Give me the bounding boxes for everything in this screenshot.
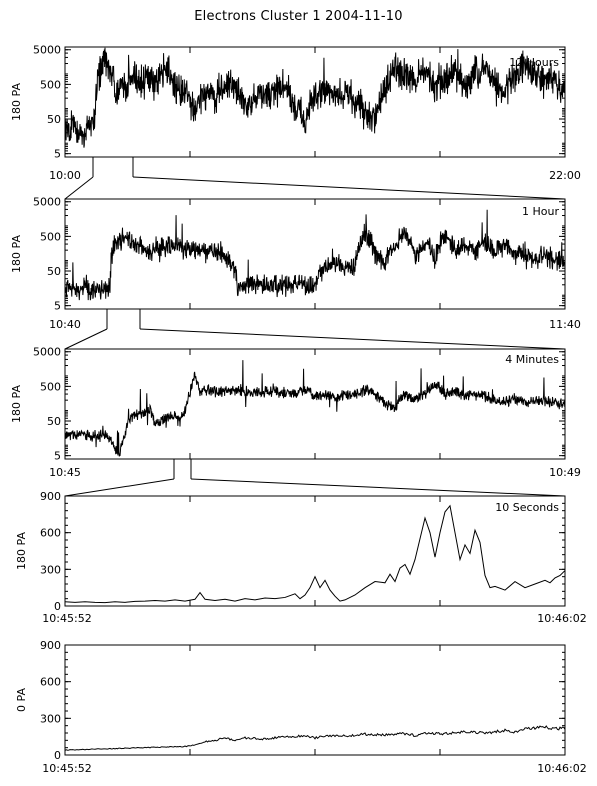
panel-label: 4 Minutes (505, 353, 559, 366)
figure-title: Electrons Cluster 1 2004-11-10 (194, 9, 403, 24)
panel-4-minutes: 4 Minutes 180 PA 10:45 10:49 5 50 500 5000 (10, 346, 581, 479)
plot-frame (64, 495, 566, 607)
x-tick-label-start: 10:40 (49, 318, 81, 331)
y-tick-label: 5000 (33, 44, 61, 57)
y-axis-label: 180 PA (10, 235, 23, 273)
zoom-connector (64, 328, 108, 350)
y-tick-label: 50 (47, 113, 61, 126)
y-tick-label: 5000 (33, 346, 61, 359)
panel-10-seconds: 10 Seconds 180 PA 10:45:52 10:46:02 0 300… (15, 490, 587, 625)
x-tick-label-start: 10:45:52 (42, 612, 91, 625)
x-tick-label-end: 11:40 (549, 318, 581, 331)
x-ticks (189, 47, 441, 157)
y-tick-label: 500 (40, 380, 61, 393)
y-tick-label: 5 (54, 148, 61, 161)
series-line (64, 47, 566, 148)
panel-label: 1 Hour (522, 205, 559, 218)
y-tick-label: 900 (40, 490, 61, 503)
series-line (64, 209, 566, 301)
x-tick-label-end: 10:46:02 (537, 762, 586, 775)
x-ticks (189, 496, 441, 606)
y-tick-label: 5000 (33, 196, 61, 209)
y-ticks: 0 300 600 900 (40, 639, 565, 762)
x-tick-label-end: 10:49 (549, 466, 581, 479)
panel-0-pa: 0 PA 10:45:52 10:46:02 0 300 600 900 (15, 639, 587, 775)
x-tick-label-end: 22:00 (549, 169, 581, 182)
zoom-connector (64, 478, 175, 497)
series-line (64, 725, 566, 751)
panel-label: 10 Seconds (495, 501, 559, 514)
x-ticks (189, 349, 441, 459)
y-axis-label: 0 PA (15, 688, 28, 712)
y-tick-label: 500 (40, 78, 61, 91)
y-tick-label: 500 (40, 230, 61, 243)
series-line (64, 360, 566, 457)
y-tick-label: 600 (40, 527, 61, 540)
y-tick-label: 50 (47, 415, 61, 428)
y-tick-label: 0 (54, 749, 61, 762)
x-ticks (189, 645, 441, 755)
y-ticks: 5 50 500 5000 (33, 44, 565, 161)
series-line (64, 504, 566, 604)
y-ticks: 5 50 500 5000 (33, 346, 565, 463)
y-tick-label: 300 (40, 712, 61, 725)
x-tick-label-end: 10:46:02 (537, 612, 586, 625)
y-tick-label: 5 (54, 300, 61, 313)
zoom-connector (64, 176, 94, 200)
y-ticks: 0 300 600 900 (40, 490, 565, 613)
panel-1-hour: 1 Hour 180 PA 10:40 11:40 5 50 500 5000 (10, 196, 581, 331)
y-tick-label: 600 (40, 676, 61, 689)
y-axis-label: 180 PA (10, 83, 23, 121)
x-ticks (189, 199, 441, 309)
y-tick-label: 0 (54, 600, 61, 613)
y-tick-label: 5 (54, 450, 61, 463)
x-tick-label-start: 10:00 (49, 169, 81, 182)
y-tick-label: 900 (40, 639, 61, 652)
y-tick-label: 300 (40, 563, 61, 576)
x-tick-label-start: 10:45:52 (42, 762, 91, 775)
y-axis-label: 180 PA (10, 385, 23, 423)
x-tick-label-start: 10:45 (49, 466, 81, 479)
zoom-connector (132, 176, 566, 200)
zoom-connector (190, 478, 566, 497)
zoom-connectors (64, 157, 566, 497)
y-axis-label: 180 PA (15, 532, 28, 570)
y-tick-label: 50 (47, 265, 61, 278)
zoom-connector (139, 328, 566, 350)
plot-frame (64, 198, 566, 310)
